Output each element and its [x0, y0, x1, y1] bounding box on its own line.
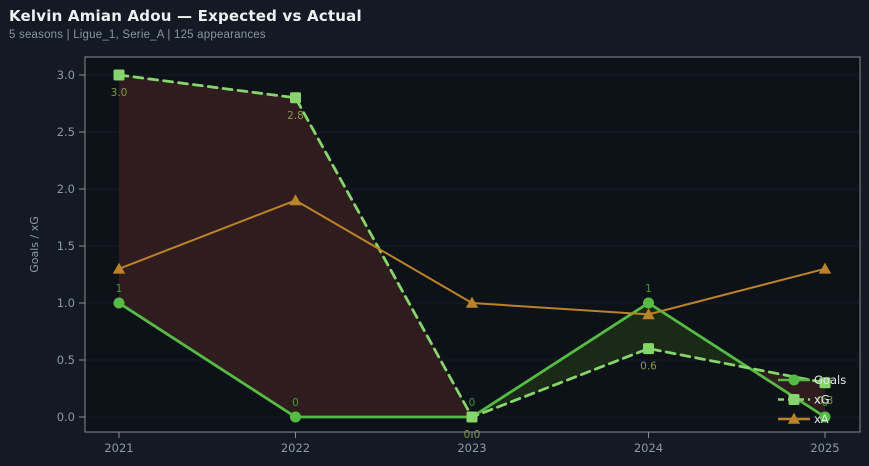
- xg-value-label-2021: 3.0: [111, 87, 128, 99]
- chart-header: Kelvin Amian Adou — Expected vs Actual 5…: [9, 6, 362, 43]
- goals-marker-2022: [290, 411, 301, 423]
- xa-marker-2023: [465, 296, 479, 308]
- legend-label: Goals: [814, 373, 846, 387]
- xa-marker-2025: [818, 262, 832, 274]
- legend-item-xg: xG: [778, 393, 830, 407]
- xg-value-label-2022: 2.8: [287, 110, 304, 122]
- page-title: Kelvin Amian Adou — Expected vs Actual: [9, 7, 362, 25]
- y-tick-label-0.0: 0.0: [57, 410, 75, 424]
- x-tick-label-2022: 2022: [281, 441, 310, 455]
- goals-value-label-2022: 0: [292, 397, 299, 409]
- xg-marker-2025: [819, 377, 831, 389]
- xa-marker-2021: [112, 262, 126, 274]
- y-tick-label-3.0: 3.0: [57, 68, 75, 82]
- legend-circle-icon: [788, 374, 800, 386]
- goals-value-label-2021: 1: [116, 283, 123, 295]
- legend-item-xa: xA: [778, 412, 829, 426]
- goals-marker-2025: [819, 411, 831, 423]
- series-xg: 3.02.80.00.60.3: [111, 69, 834, 441]
- xg-marker-2024: [643, 343, 654, 355]
- y-axis-label: Goals / xG: [28, 216, 41, 273]
- axis-ticks: 0.0 0.5 1.0 1.5 2.0 2.5 3.0 2021 2022 2023 2024 202…: [57, 68, 840, 455]
- y-tick-label-0.5: 0.5: [57, 353, 75, 367]
- x-tick-label-2023: 2023: [457, 441, 486, 455]
- xa-marker-2024: [642, 308, 655, 320]
- legend-triangle-icon: [787, 412, 801, 424]
- legend-label: xG: [814, 393, 830, 407]
- y-tick-label-1.5: 1.5: [57, 239, 75, 253]
- page-subtitle: 5 seasons | Ligue_1, Serie_A | 125 appea…: [9, 29, 266, 41]
- goals-marker-2024: [643, 297, 654, 309]
- legend: Goals xG xA: [778, 373, 846, 426]
- xa-marker-2022: [289, 194, 302, 206]
- x-tick-label-2025: 2025: [810, 441, 839, 455]
- xg-value-label-2024: 0.6: [640, 361, 657, 373]
- goals-value-label-2023: 0: [469, 397, 476, 409]
- y-tick-label-2.0: 2.0: [57, 182, 75, 196]
- y-tick-label-1.0: 1.0: [57, 296, 75, 310]
- goals-value-label-2024: 1: [645, 283, 652, 295]
- goals-value-label-2025: 0: [822, 397, 829, 409]
- xg-marker-2023: [466, 411, 478, 423]
- xg-value-label-2025: 0.3: [817, 395, 834, 407]
- y-tick-label-2.5: 2.5: [57, 125, 75, 139]
- legend-label: xA: [814, 412, 829, 426]
- legend-square-icon: [788, 394, 800, 405]
- series-xa: [112, 194, 832, 320]
- legend-item-goals: Goals: [778, 373, 846, 387]
- goals-marker-2021: [113, 297, 125, 309]
- x-tick-label-2021: 2021: [104, 441, 133, 455]
- xg-marker-2021: [113, 69, 125, 81]
- xg-marker-2022: [290, 92, 301, 104]
- x-tick-label-2024: 2024: [634, 441, 663, 455]
